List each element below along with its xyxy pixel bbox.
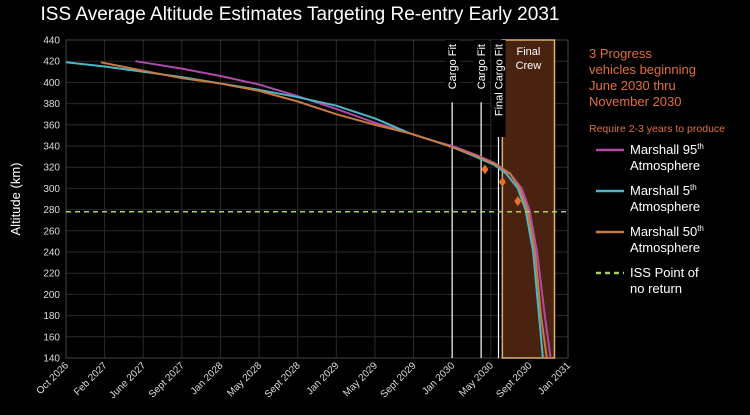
y-tick-label: 440 [43,36,60,47]
x-tick-label: Sept 2030 [494,360,534,400]
cargo-vlines: Cargo Fit Cargo Fit Final Cargo Fit [445,40,506,358]
legend-label: Marshall 5th [630,183,697,198]
x-tick-label: May 2029 [341,360,380,399]
legend-label: Marshall 95th [630,142,704,157]
progress-marker [514,196,522,207]
x-tick-label: Feb 2027 [72,360,110,398]
chart-title: ISS Average Altitude Estimates Targeting… [40,4,560,25]
series-line [100,61,548,359]
x-tick-label: Jan 2028 [189,360,226,397]
x-tick-label: Sept 2027 [147,360,187,400]
vline-label: Final Cargo Fit [493,44,505,116]
progress-marker [498,177,506,188]
legend-label: Marshall 50th [630,224,704,239]
vline-label-bg [445,40,460,103]
legend-label: ISS Point of [630,265,699,280]
progress-marker [481,164,489,175]
y-tick-label: 300 [43,184,60,195]
x-tick-label: May 2028 [225,360,264,399]
vline-label-bg [474,40,489,103]
vline-label: Cargo Fit [476,44,488,89]
y-tick-label: 420 [43,57,60,68]
crew-window-box [501,39,556,359]
x-tick-label: Oct 2026 [35,360,72,397]
annotation-line: June 2030 thru [589,78,676,93]
legend-label: Atmosphere [630,240,700,255]
x-tick-label: May 2030 [457,360,496,399]
y-tick-label: 220 [43,269,60,280]
y-axis-ticks: 140 160 180 200 220 240 260 280 300 320 340 360 380 4… [43,36,60,365]
y-tick-label: 380 [43,99,60,110]
annotation-line: 3 Progress [589,46,652,61]
x-tick-label: June 2027 [108,360,149,401]
y-tick-label: 360 [43,120,60,131]
x-tick-label: Sept 2029 [379,360,419,400]
y-tick-label: 340 [43,142,60,153]
y-tick-label: 200 [43,290,60,301]
annotation-subline: Require 2-3 years to produce [589,123,725,135]
legend-label: Atmosphere [630,158,700,173]
y-tick-label: 140 [43,354,60,365]
y-tick-label: 260 [43,226,60,237]
crew-window-label: Final [516,46,540,58]
legend-label: Atmosphere [630,199,700,214]
y-axis-label-group: Altitude (km) [8,163,23,236]
crew-window-label: Crew [516,60,542,72]
y-tick-label: 240 [43,248,60,259]
plot-frame [65,39,569,359]
y-tick-label: 280 [43,205,60,216]
x-tick-label: Jan 2031 [536,360,573,397]
annotation-line: vehicles beginning [589,62,696,77]
y-tick-label: 180 [43,311,60,322]
y-tick-label: 320 [43,163,60,174]
y-axis-label: Altitude (km) [8,163,23,236]
vline-label: Cargo Fit [447,44,459,89]
y-tick-label: 400 [43,78,60,89]
x-tick-label: Jan 2030 [420,360,457,397]
series-line [65,61,544,359]
series-lines [65,60,552,359]
crew-window: Final Crew [501,39,556,359]
x-tick-label: Jan 2029 [305,360,342,397]
y-tick-label: 160 [43,332,60,343]
vline-label-bg [491,40,506,137]
x-tick-label: Sept 2028 [263,360,303,400]
annotation-line: November 2030 [589,94,682,109]
legend-label: no return [630,281,682,296]
progress-markers [481,164,522,207]
